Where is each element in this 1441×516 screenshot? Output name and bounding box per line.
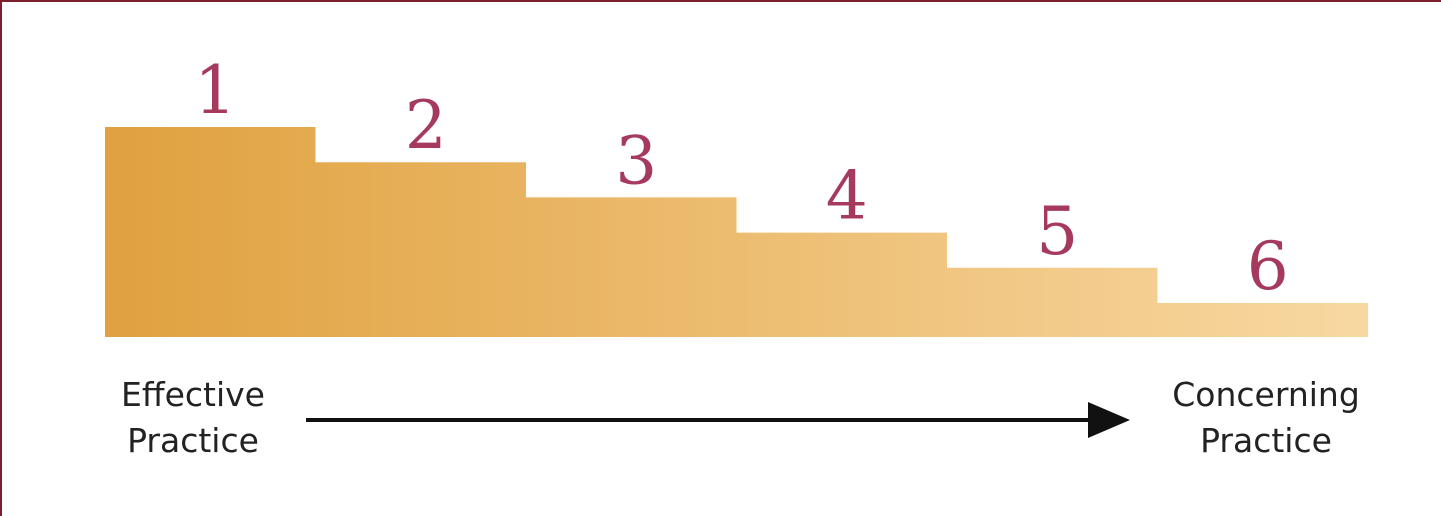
step-number-1: 1 [194, 52, 236, 129]
step-number-5: 5 [1036, 193, 1078, 270]
left-label-line1: Effective [121, 375, 265, 414]
arrow-head [1088, 402, 1130, 438]
right-label-line1: Concerning [1172, 375, 1360, 414]
step-number-2: 2 [405, 87, 447, 164]
left-label-line2: Practice [127, 421, 259, 460]
step-number-3: 3 [615, 122, 657, 199]
right-label-line2: Practice [1200, 421, 1332, 460]
staircase-shape [105, 127, 1368, 337]
step-number-6: 6 [1247, 228, 1289, 305]
step-number-4: 4 [826, 158, 868, 235]
